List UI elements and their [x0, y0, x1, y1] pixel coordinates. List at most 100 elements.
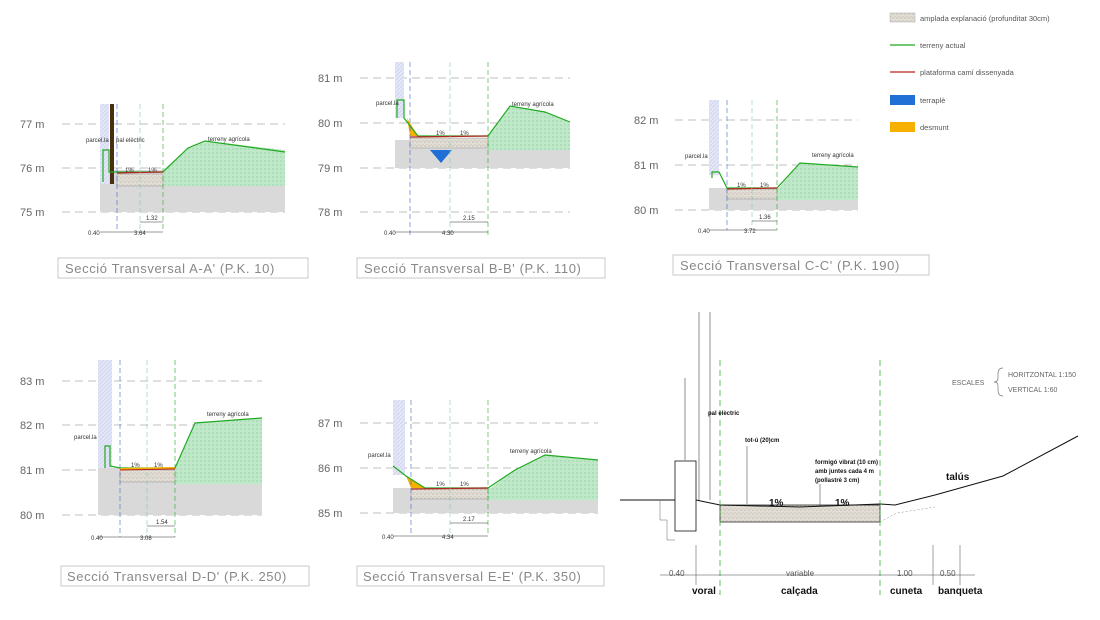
slope-label: 1%: [760, 183, 769, 189]
elevation-label: 80 m: [318, 118, 342, 130]
section-a: 77 m 76 m 75 m parcel.la pal elèctric te…: [20, 104, 309, 279]
legend-item-explanacio: amplada explanació (profunditat 30cm): [889, 12, 1050, 23]
dim-label: 4.34: [442, 535, 454, 541]
parcel-label: parcel.la: [685, 154, 708, 160]
elevation-label: 79 m: [318, 163, 342, 175]
slope-label: 1%: [148, 168, 157, 174]
field-label: terreny agrícola: [812, 153, 854, 159]
scales-label: ESCALES: [952, 380, 985, 387]
part-label-voral: voral: [692, 586, 716, 597]
section-title: Secció Transversal A-A' (P.K. 10): [65, 261, 275, 276]
parcel-label: parcel.la: [86, 138, 109, 144]
parcel-label: parcel.la: [74, 435, 97, 441]
section-title: Secció Transversal E-E' (P.K. 350): [363, 569, 581, 584]
legend-item-terraple: terraplè: [890, 95, 945, 105]
part-label-banqueta: banqueta: [938, 586, 983, 597]
legend-item-plataforma: plataforma camí dissenyada: [890, 68, 1015, 77]
section-title: Secció Transversal D-D' (P.K. 250): [67, 569, 287, 584]
plot-wall: [395, 62, 404, 118]
platform-line: [410, 487, 489, 490]
slope-label: 1%: [125, 168, 134, 174]
road-base: [119, 469, 176, 483]
dim-label: 0.50: [940, 569, 956, 578]
excavation-line: [659, 500, 675, 541]
dim-label: 1.36: [759, 215, 771, 221]
slope-label: 1%: [835, 498, 850, 509]
elevation-label: 86 m: [318, 463, 342, 475]
existing-terrain-line: [396, 99, 571, 137]
road-base: [410, 488, 489, 500]
elevation-label: 81 m: [20, 465, 44, 477]
legend-item-terreny-actual: terreny actual: [890, 41, 966, 50]
platform-line: [409, 135, 489, 138]
field-area: [488, 455, 598, 500]
title-box: [672, 254, 930, 276]
base-label: tot-ú (20)cm: [745, 438, 779, 444]
scale-vertical: VERTICAL 1:60: [1008, 387, 1058, 394]
slope-line: [879, 435, 1079, 506]
field-area: [163, 141, 285, 186]
orange-swatch: [890, 122, 915, 132]
elevation-label: 82 m: [634, 115, 658, 127]
section-title: Secció Transversal C-C' (P.K. 190): [680, 258, 900, 273]
slope-label: 1%: [436, 482, 445, 488]
pole-label: pal elèctric: [708, 411, 740, 417]
slope-label: 1%: [460, 131, 469, 137]
dim-label: 0.40: [669, 569, 685, 578]
section-title: Secció Transversal B-B' (P.K. 110): [364, 261, 581, 276]
existing-terrain-line: [104, 417, 263, 469]
field-area: [488, 106, 570, 150]
elevation-label: 78 m: [318, 207, 342, 219]
title-box: [356, 257, 606, 279]
elevation-label: 85 m: [318, 508, 342, 520]
part-label-calcada: calçada: [781, 586, 818, 597]
brace-icon: [993, 367, 1004, 397]
title-box: [356, 565, 605, 587]
plot-wall: [393, 400, 405, 475]
cut-line: [119, 467, 176, 470]
fill-area: [430, 150, 452, 163]
field-label: terreny agrícola: [207, 412, 249, 418]
talus-label: talús: [946, 472, 970, 483]
typical-section-detail: pal elèctric tot-ú (20)cm formigó vibrat…: [620, 312, 1079, 597]
part-label-cuneta: cuneta: [890, 586, 923, 597]
road-base: [409, 137, 489, 149]
elevation-label: 80 m: [634, 205, 658, 217]
slope-label: 1%: [737, 183, 746, 189]
slope-label: 1%: [460, 482, 469, 488]
plot-wall: [98, 360, 112, 468]
elevation-label: 81 m: [634, 160, 658, 172]
road-surface-line: [695, 499, 881, 508]
title-box: [60, 565, 310, 587]
blue-swatch: [890, 95, 915, 105]
dim-label: 3.64: [134, 231, 146, 237]
field-area: [175, 418, 262, 484]
elevation-label: 75 m: [20, 207, 44, 219]
slope-label: 1%: [154, 463, 163, 469]
parcel-label: parcel.la: [376, 101, 399, 107]
concrete-label: formigó vibrat (10 cm): [815, 460, 878, 466]
slope-label: 1%: [436, 131, 445, 137]
section-e: 87 m 86 m 85 m parcel.la terreny agrícol…: [318, 400, 605, 587]
field-area: [777, 163, 858, 200]
plot-wall: [100, 104, 109, 184]
plot-wall: [709, 100, 719, 175]
platform-line: [119, 468, 176, 471]
dim-label: 2.17: [463, 517, 475, 523]
title-box: [57, 257, 309, 279]
dim-label: 0.40: [382, 535, 394, 541]
pole-label: pal elèctric: [116, 138, 145, 144]
section-d: 83 m 82 m 81 m 80 m parcel.la terreny ag…: [20, 360, 310, 587]
elevation-label: 87 m: [318, 418, 342, 430]
legend-label: terraplè: [920, 96, 945, 105]
elevation-label: 80 m: [20, 510, 44, 522]
dim-label: 0.40: [91, 536, 103, 542]
field-label: terreny agrícola: [512, 102, 554, 108]
section-b: 81 m 80 m 79 m 78 m parcel.la terreny ag…: [318, 62, 606, 279]
legend-label: desmunt: [920, 123, 950, 132]
dim-label: 0.40: [384, 231, 396, 237]
dim-label: 3.72: [744, 229, 756, 235]
dim-label: 0.40: [698, 229, 710, 235]
curb-block: [674, 460, 697, 532]
elevation-label: 81 m: [318, 73, 342, 85]
